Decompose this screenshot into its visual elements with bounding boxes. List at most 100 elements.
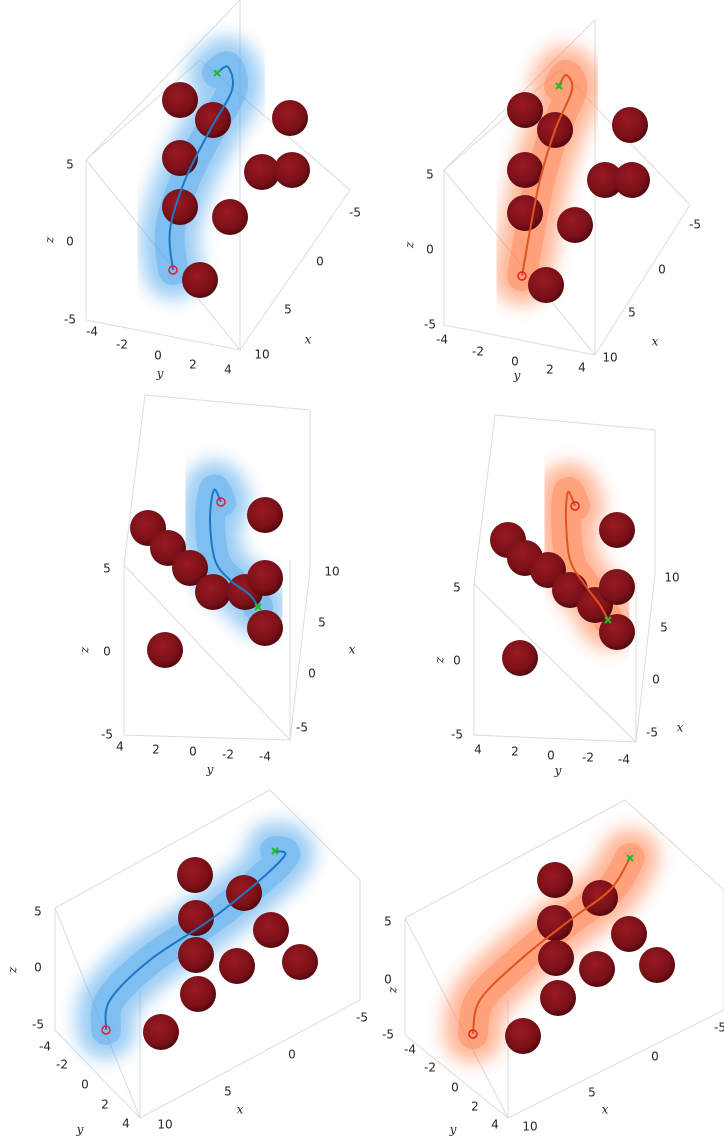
obstacle (162, 189, 198, 225)
obstacle (579, 951, 615, 987)
obstacle (162, 82, 198, 118)
obstacle (611, 916, 647, 952)
obstacle (177, 857, 213, 893)
x-tick-label: -5 (296, 721, 308, 735)
start-marker (517, 271, 527, 281)
obstacle (244, 154, 280, 190)
y-tick-label: -4 (259, 750, 271, 764)
z-axis-label: z (78, 646, 92, 654)
obstacle (537, 862, 573, 898)
obstacle (212, 199, 248, 235)
start-marker (216, 497, 226, 507)
z-axis-label: z (43, 236, 57, 244)
z-tick-label: 5 (34, 905, 42, 919)
z-tick-label: -5 (32, 1018, 44, 1032)
y-tick-label: 0 (154, 349, 162, 363)
obstacle (195, 574, 231, 610)
z-tick-label: -5 (451, 728, 463, 742)
x-tick-label: 10 (324, 565, 339, 579)
start-marker (468, 1029, 478, 1039)
x-tick-label: 0 (658, 263, 666, 277)
trajectory (521, 74, 574, 277)
obstacle (599, 569, 635, 605)
y-tick-label: -2 (472, 345, 484, 359)
obstacle (507, 92, 543, 128)
trajectory (104, 850, 287, 1031)
obstacle (557, 207, 593, 243)
y-tick-label: 2 (546, 363, 554, 377)
goal-marker (213, 69, 221, 77)
y-tick-label: 0 (547, 749, 555, 763)
x-tick-label: 10 (664, 571, 679, 585)
obstacle (599, 614, 635, 650)
y-axis-label: y (554, 764, 562, 778)
z-tick-label: 0 (66, 235, 74, 249)
goal-marker (271, 847, 279, 855)
x-tick-label: 5 (318, 616, 326, 630)
y-tick-label: -2 (582, 751, 594, 765)
x-tick-label: 0 (652, 673, 660, 687)
z-tick-label: -5 (382, 1028, 394, 1042)
y-tick-label: 2 (101, 1098, 109, 1112)
y-tick-label: 2 (152, 743, 160, 757)
z-tick-label: 5 (103, 562, 111, 576)
x-axis-label: x (305, 333, 312, 347)
y-axis-label: y (513, 369, 521, 383)
x-axis-label: x (602, 1103, 609, 1117)
obstacle (162, 140, 198, 176)
x-axis-label: x (349, 643, 356, 657)
x-tick-label: 0 (316, 255, 324, 269)
obstacle (538, 940, 574, 976)
obstacle (247, 560, 283, 596)
z-tick-label: 0 (34, 961, 42, 975)
y-tick-label: 2 (511, 745, 519, 759)
x-tick-label: 10 (157, 1118, 172, 1132)
axis-box (123, 394, 311, 742)
obstacle (599, 512, 635, 548)
z-tick-label: 5 (426, 168, 434, 182)
goal-marker (626, 854, 634, 862)
start-marker (570, 501, 580, 511)
x-axis-label: x (677, 721, 684, 735)
y-tick-label: 2 (471, 1100, 479, 1114)
y-tick-label: -4 (436, 333, 448, 347)
obstacle (272, 100, 308, 136)
obstacle (540, 980, 576, 1016)
y-tick-label: -4 (404, 1043, 416, 1057)
obstacle (505, 1018, 541, 1054)
y-tick-label: 0 (189, 745, 197, 759)
y-tick-label: -2 (56, 1058, 68, 1072)
z-tick-label: 0 (426, 243, 434, 257)
obstacle (195, 102, 231, 138)
z-tick-label: -5 (424, 318, 436, 332)
obstacle (587, 162, 623, 198)
x-axis-label: x (652, 335, 659, 349)
x-tick-label: 10 (602, 351, 617, 365)
y-tick-label: 4 (474, 743, 482, 757)
trajectory (208, 488, 259, 608)
x-tick-label: 5 (224, 1085, 232, 1099)
y-tick-label: 4 (224, 363, 232, 377)
x-tick-label: -5 (714, 1021, 724, 1035)
y-tick-label: 0 (451, 1081, 459, 1095)
y-tick-label: -4 (39, 1040, 51, 1054)
axis-box (473, 414, 656, 744)
y-tick-label: -2 (116, 338, 128, 352)
obstacle (247, 497, 283, 533)
z-tick-label: 0 (103, 645, 111, 659)
goal-marker (254, 603, 262, 611)
x-tick-label: 10 (254, 348, 269, 362)
y-tick-label: 4 (578, 361, 586, 375)
x-tick-label: 5 (628, 306, 636, 320)
y-axis-label: y (156, 367, 164, 381)
obstacle (180, 976, 216, 1012)
obstacle (178, 900, 214, 936)
y-tick-label: 4 (491, 1118, 499, 1132)
y-tick-label: 0 (511, 355, 519, 369)
obstacle (507, 152, 543, 188)
trajectory (472, 857, 631, 1035)
trajectory (564, 490, 609, 621)
z-axis-label: z (433, 656, 447, 664)
start-marker (101, 1025, 111, 1035)
